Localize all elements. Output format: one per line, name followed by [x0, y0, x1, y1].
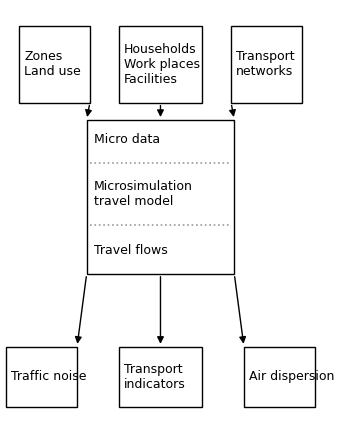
Text: Transport
indicators: Transport indicators — [124, 363, 185, 391]
Text: Air dispersion: Air dispersion — [249, 370, 334, 383]
FancyBboxPatch shape — [119, 347, 202, 407]
FancyBboxPatch shape — [119, 26, 202, 103]
FancyBboxPatch shape — [19, 26, 90, 103]
FancyBboxPatch shape — [244, 347, 315, 407]
Text: Microsimulation
travel model: Microsimulation travel model — [94, 180, 193, 208]
Text: Households
Work places
Facilities: Households Work places Facilities — [124, 43, 200, 86]
Text: Travel flows: Travel flows — [94, 244, 167, 257]
FancyBboxPatch shape — [231, 26, 302, 103]
FancyBboxPatch shape — [86, 120, 234, 274]
Text: Zones
Land use: Zones Land use — [24, 50, 81, 78]
Text: Traffic noise: Traffic noise — [11, 370, 87, 383]
Text: Micro data: Micro data — [94, 134, 160, 146]
FancyBboxPatch shape — [7, 347, 77, 407]
Text: Transport
networks: Transport networks — [236, 50, 294, 78]
